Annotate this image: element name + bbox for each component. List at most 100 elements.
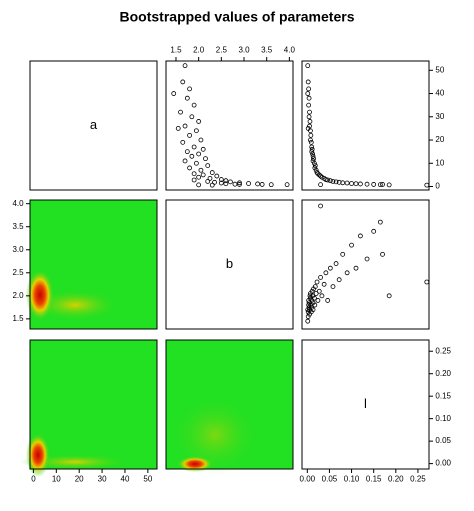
panel-frame bbox=[165, 339, 294, 470]
tick-label: 30 bbox=[98, 475, 107, 484]
point bbox=[336, 277, 342, 283]
point bbox=[209, 170, 215, 175]
point bbox=[325, 177, 331, 183]
point bbox=[223, 181, 229, 187]
panel-frame bbox=[301, 199, 430, 330]
tick-label: 10 bbox=[435, 158, 444, 167]
variable-label: a bbox=[90, 117, 98, 132]
point bbox=[312, 302, 318, 308]
tick-label: 4.0 bbox=[284, 46, 296, 55]
tick-label: 50 bbox=[143, 475, 152, 484]
point bbox=[198, 167, 204, 173]
point bbox=[191, 171, 197, 177]
point bbox=[330, 178, 336, 184]
point bbox=[316, 172, 322, 178]
point bbox=[218, 180, 224, 186]
point bbox=[191, 144, 197, 150]
point bbox=[316, 288, 322, 294]
point bbox=[184, 149, 190, 155]
point bbox=[306, 114, 312, 120]
point bbox=[424, 182, 430, 188]
point bbox=[336, 179, 342, 185]
panel-frame bbox=[165, 60, 294, 191]
point bbox=[318, 173, 323, 179]
point bbox=[189, 153, 195, 159]
tick-label: 0.10 bbox=[435, 414, 451, 423]
point bbox=[305, 126, 311, 131]
point bbox=[358, 181, 363, 187]
point bbox=[255, 181, 261, 187]
point bbox=[307, 119, 313, 124]
point bbox=[193, 160, 199, 166]
point bbox=[340, 251, 346, 257]
panel-frame bbox=[301, 339, 430, 470]
panel-frame bbox=[29, 60, 158, 191]
tick-label: 4.0 bbox=[12, 199, 24, 208]
point bbox=[212, 179, 217, 185]
point bbox=[268, 182, 274, 188]
point bbox=[330, 284, 336, 290]
point bbox=[308, 137, 313, 143]
tick-label: 40 bbox=[121, 475, 130, 484]
point bbox=[311, 295, 317, 301]
point bbox=[325, 298, 331, 303]
point bbox=[308, 132, 314, 138]
variable-label: b bbox=[226, 256, 233, 271]
point bbox=[310, 153, 316, 159]
point bbox=[310, 151, 316, 157]
point bbox=[205, 163, 211, 168]
point bbox=[175, 126, 181, 131]
point bbox=[191, 177, 197, 183]
point bbox=[305, 318, 311, 324]
point bbox=[344, 270, 350, 276]
tick-label: 0 bbox=[435, 182, 440, 191]
point bbox=[315, 298, 321, 303]
point bbox=[312, 163, 318, 168]
point bbox=[205, 178, 211, 184]
point bbox=[228, 179, 233, 185]
point bbox=[314, 279, 320, 285]
point bbox=[377, 219, 383, 225]
point bbox=[180, 79, 186, 85]
point bbox=[310, 158, 316, 164]
point bbox=[180, 139, 186, 145]
tick-label: 0.00 bbox=[435, 459, 451, 468]
point bbox=[305, 314, 311, 319]
point bbox=[364, 181, 370, 187]
tick-label: 3.0 bbox=[238, 46, 250, 55]
point bbox=[319, 293, 325, 299]
point bbox=[187, 132, 192, 138]
tick-label: 0.05 bbox=[322, 475, 338, 484]
tick-label: 10 bbox=[52, 475, 61, 484]
tick-label: 2.5 bbox=[216, 46, 228, 55]
point bbox=[189, 114, 195, 120]
point bbox=[321, 281, 327, 287]
tick-label: 3.5 bbox=[12, 222, 24, 231]
point bbox=[196, 119, 202, 124]
point bbox=[284, 182, 290, 188]
point bbox=[380, 251, 385, 257]
point bbox=[259, 182, 265, 187]
point bbox=[364, 256, 370, 262]
point bbox=[182, 158, 188, 164]
tick-label: 50 bbox=[435, 65, 444, 74]
point bbox=[386, 293, 392, 299]
tick-label: 0.15 bbox=[366, 475, 382, 484]
point bbox=[182, 123, 188, 129]
point bbox=[237, 182, 242, 187]
point bbox=[200, 146, 206, 152]
point bbox=[349, 181, 354, 186]
point bbox=[306, 86, 312, 92]
point bbox=[196, 174, 202, 180]
point bbox=[371, 182, 377, 187]
point bbox=[207, 175, 213, 181]
point bbox=[178, 109, 183, 115]
point bbox=[182, 63, 188, 69]
point bbox=[424, 279, 430, 285]
point bbox=[196, 151, 202, 157]
point bbox=[203, 156, 208, 162]
tick-label: 0.20 bbox=[435, 369, 451, 378]
tick-label: 3.5 bbox=[261, 46, 273, 55]
point bbox=[327, 178, 333, 184]
panel-frame bbox=[165, 199, 294, 330]
